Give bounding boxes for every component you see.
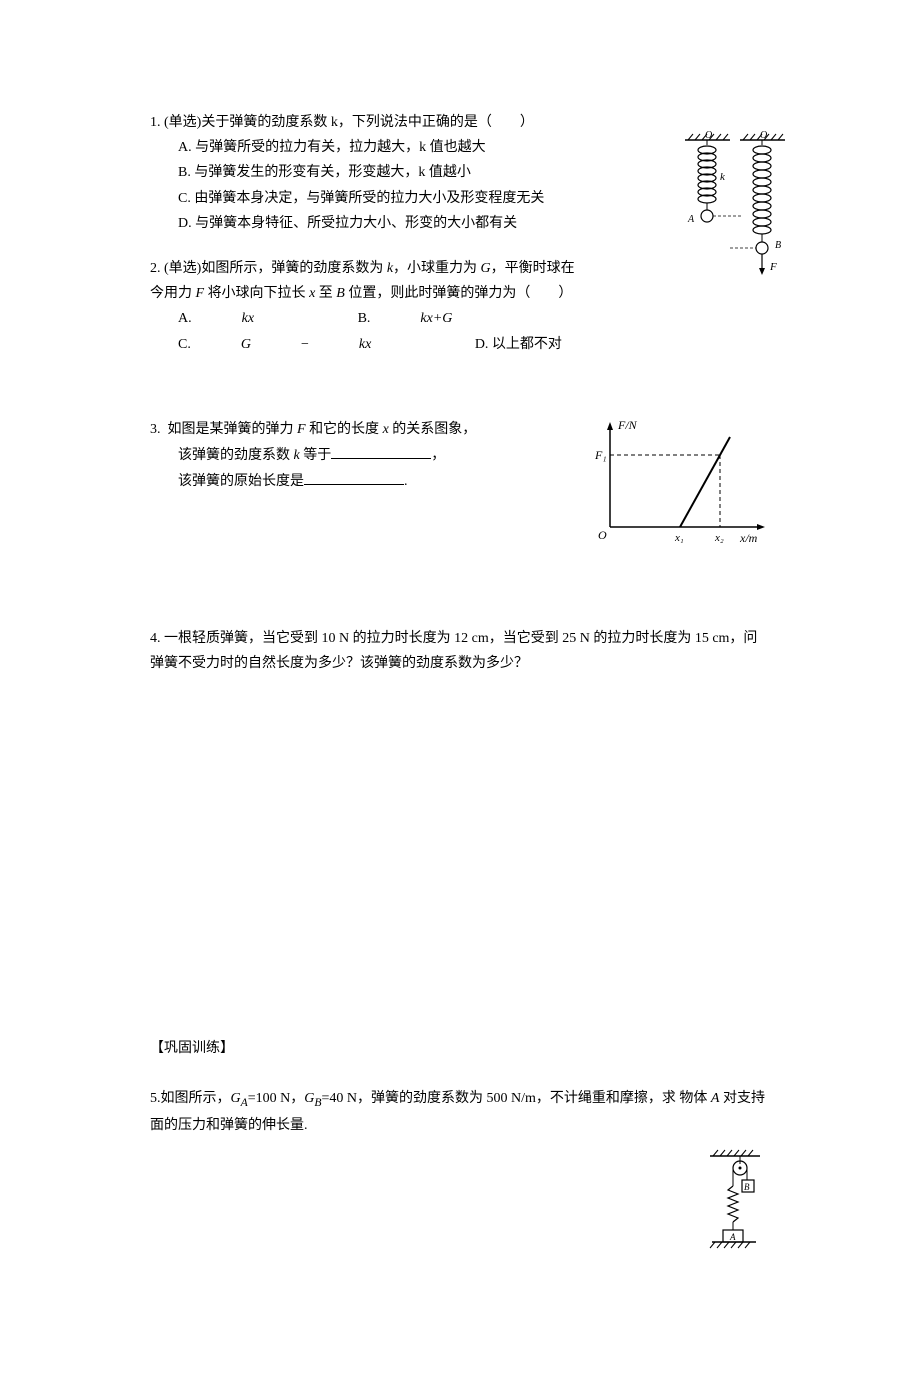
q2-stem-3: ，小球重力为 bbox=[393, 261, 481, 276]
q1-stem: 关于弹簧的劲度系数 k，下列说法中正确的是（ ） bbox=[201, 115, 534, 130]
q3-number: 3. bbox=[150, 422, 161, 437]
q1-option-D: D. 与弹簧本身特征、所受拉力大小、形变的大小都有关 bbox=[150, 211, 770, 236]
q2-type: (单选) bbox=[164, 261, 201, 276]
q2-G: G bbox=[481, 261, 491, 276]
graph-F1-label: F₁ bbox=[594, 448, 607, 462]
q5-label-A: A bbox=[729, 1232, 736, 1242]
graph-O-label: O bbox=[598, 528, 607, 542]
q3-line3-2: . bbox=[404, 474, 408, 489]
q3-blank-1 bbox=[331, 442, 431, 459]
q2-line2-1: 今用力 bbox=[150, 286, 196, 301]
q2-B: B bbox=[336, 286, 345, 301]
q1-option-C: C. 由弹簧本身决定，与弹簧所受的拉力大小及形变程度无关 bbox=[150, 186, 770, 211]
question-4: 4. 一根轻质弹簧，当它受到 10 N 的拉力时长度为 12 cm，当它受到 2… bbox=[150, 626, 770, 676]
q5-text-7: =40 N，弹簧的劲度系数为 500 N/m，不计绳重和摩擦，求 物体 bbox=[322, 1091, 711, 1106]
q2-line2-7: 位置，则此时弹簧的弹力为（ ） bbox=[345, 286, 573, 301]
q2-F: F bbox=[196, 286, 205, 301]
q3-stem-1: 如图是某弹簧的弹力 bbox=[168, 422, 298, 437]
q1-option-A: A. 与弹簧所受的拉力有关，拉力越大，k 值也越大 bbox=[150, 135, 770, 160]
q3-line2-3: 等于 bbox=[300, 448, 332, 463]
q5-GB-B: B bbox=[314, 1096, 321, 1109]
q3-line2-1: 该弹簧的劲度系数 bbox=[178, 448, 294, 463]
q5-GB-G: G bbox=[304, 1091, 314, 1106]
q4-text: 一根轻质弹簧，当它受到 10 N 的拉力时长度为 12 cm，当它受到 25 N… bbox=[150, 631, 757, 671]
q5-GA-G: G bbox=[231, 1091, 241, 1106]
q5-text-4: =100 N， bbox=[248, 1091, 305, 1106]
q5-GA-A: A bbox=[241, 1096, 248, 1109]
graph-y-label: F/N bbox=[617, 418, 638, 432]
q2-number: 2. bbox=[150, 261, 161, 276]
q5-text-1: 如图所示， bbox=[161, 1091, 231, 1106]
question-1: 1. (单选)关于弹簧的劲度系数 k，下列说法中正确的是（ ） A. 与弹簧所受… bbox=[150, 110, 770, 236]
q3-graph: F/N x/m O F₁ x₁ x₂ bbox=[590, 417, 770, 556]
q1-number: 1. bbox=[150, 115, 161, 130]
graph-x1-label: x₁ bbox=[674, 532, 684, 544]
q5-label-B: B bbox=[744, 1182, 750, 1192]
q2-stem-5: ，平衡时球在 bbox=[491, 261, 575, 276]
q3-line2-4: ， bbox=[431, 448, 445, 463]
label-F: F bbox=[769, 261, 777, 273]
q3-stem-3: 和它的长度 bbox=[306, 422, 383, 437]
q2-line2-3: 将小球向下拉长 bbox=[204, 286, 309, 301]
q3-line3-1: 该弹簧的原始长度是 bbox=[178, 474, 304, 489]
q3-stem-5: 的关系图象， bbox=[389, 422, 477, 437]
q2-option-B: B. kx+G bbox=[358, 306, 503, 331]
graph-x2-label: x₂ bbox=[714, 532, 724, 544]
label-B: B bbox=[775, 240, 781, 251]
q2-option-A: A. kx bbox=[178, 306, 304, 331]
q5-number: 5. bbox=[150, 1091, 161, 1106]
q4-number: 4. bbox=[150, 631, 161, 646]
q1-type: (单选) bbox=[164, 115, 201, 130]
q3-blank-2 bbox=[304, 468, 404, 485]
q2-stem-1: 如图所示，弹簧的劲度系数为 bbox=[201, 261, 387, 276]
q3-F: F bbox=[297, 422, 306, 437]
q1-option-B: B. 与弹簧发生的形变有关，形变越大，k 值越小 bbox=[150, 160, 770, 185]
question-2: 2. (单选)如图所示，弹簧的劲度系数为 k，小球重力为 G，平衡时球在 今用力… bbox=[150, 256, 770, 357]
q2-option-D: D. 以上都不对 bbox=[475, 332, 562, 357]
section-consolidate: 【巩固训练】 bbox=[150, 1036, 770, 1061]
q2-option-C: C. G−kx bbox=[178, 332, 421, 357]
q2-line2-5: 至 bbox=[315, 286, 336, 301]
question-5: 5.如图所示，GA=100 N，GB=40 N，弹簧的劲度系数为 500 N/m… bbox=[150, 1086, 770, 1267]
graph-x-label: x/m bbox=[739, 531, 758, 545]
question-3: 3. 如图是某弹簧的弹力 F 和它的长度 x 的关系图象， 该弹簧的劲度系数 k… bbox=[150, 417, 770, 556]
q5-diagram: B A bbox=[700, 1148, 770, 1267]
